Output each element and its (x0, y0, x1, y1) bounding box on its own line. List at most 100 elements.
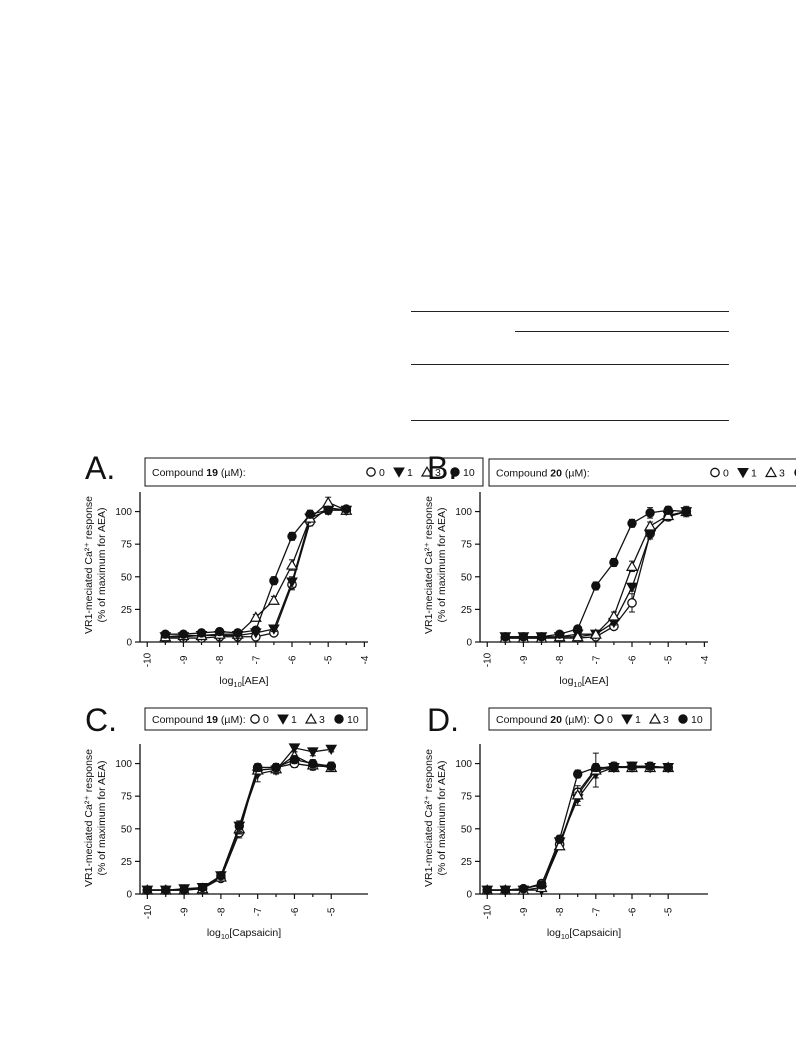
x-tick-label: -6 (628, 907, 639, 916)
data-point (197, 882, 208, 893)
data-point (252, 762, 263, 773)
series-line (505, 509, 687, 638)
y-axis-label-line1: VR1-meciated Ca²⁺ response (423, 749, 435, 887)
data-point (288, 743, 301, 754)
x-tick-label: -9 (179, 655, 190, 664)
data-point (271, 762, 281, 773)
table-rule-header (515, 331, 729, 333)
data-point (289, 754, 300, 765)
y-axis-label-line2: (% of maximum for AEA) (96, 761, 108, 876)
data-point (681, 506, 691, 517)
legend-entry-label: 0 (379, 467, 385, 479)
x-tick-label: -9 (180, 907, 191, 916)
data-point (285, 559, 299, 570)
y-tick-label: 75 (121, 540, 133, 551)
legend-entry-label: 1 (407, 467, 413, 479)
data-point (286, 577, 298, 588)
data-point (216, 871, 226, 881)
series-line (147, 747, 332, 891)
data-point (233, 628, 243, 638)
x-tick-label: -10 (483, 652, 494, 667)
series-line (505, 510, 687, 638)
data-point (609, 557, 619, 568)
data-point (269, 575, 279, 586)
data-point (663, 505, 673, 515)
y-tick-label: 75 (461, 540, 473, 551)
y-tick-label: 25 (461, 857, 473, 868)
x-tick-label: -9 (519, 907, 530, 916)
data-point (214, 626, 225, 637)
series-3 (499, 505, 693, 643)
x-tick-label: -8 (555, 655, 566, 664)
y-tick-label: 50 (461, 572, 473, 583)
data-point (554, 834, 565, 844)
data-point (249, 611, 262, 622)
legend-entry-label: 0 (607, 714, 613, 726)
data-point (626, 582, 638, 593)
data-point (607, 609, 620, 621)
data-point (645, 761, 655, 771)
y-axis-label-line2: (% of maximum for AEA) (436, 761, 448, 876)
series-0 (482, 761, 674, 895)
panel-label: A. (85, 450, 115, 486)
data-point (322, 496, 335, 508)
data-point (663, 762, 673, 773)
legend-entry-label: 10 (691, 714, 703, 726)
data-point (591, 581, 601, 591)
y-tick-label: 25 (121, 857, 133, 868)
y-tick-label: 100 (115, 507, 132, 518)
data-point (178, 629, 189, 639)
series-line (487, 765, 669, 891)
y-tick-label: 75 (121, 792, 133, 803)
y-tick-label: 100 (455, 759, 472, 770)
legend-entry-label: 0 (263, 714, 269, 726)
x-tick-label: -4 (360, 655, 371, 664)
series-10 (482, 761, 673, 895)
x-tick-label: -7 (591, 907, 602, 916)
y-tick-label: 0 (466, 638, 472, 649)
x-tick-label: -10 (143, 904, 154, 919)
legend-marker (594, 714, 604, 724)
y-tick-label: 0 (466, 890, 472, 901)
data-point (305, 509, 315, 519)
y-tick-label: 50 (121, 824, 133, 835)
table-rule-mid (411, 364, 729, 366)
legend-marker (710, 467, 720, 478)
legend-entry-label: 1 (291, 714, 297, 726)
x-axis-label: log10[Capsaicin] (547, 927, 621, 941)
data-point (609, 762, 619, 773)
legend-entry-label: 10 (347, 714, 359, 726)
data-point (341, 504, 351, 514)
y-tick-label: 100 (455, 507, 472, 518)
data-point (627, 518, 637, 529)
legend-title: Compound 20 (µM): (496, 714, 590, 726)
legend-marker (678, 714, 688, 724)
legend-entry-label: 1 (751, 468, 757, 480)
legend-marker (250, 714, 260, 724)
x-tick-label: -10 (483, 904, 494, 919)
data-point (268, 624, 280, 635)
data-point (589, 628, 602, 639)
series-10 (500, 505, 691, 642)
data-point (536, 880, 547, 890)
x-tick-label: -4 (700, 655, 711, 664)
data-point (500, 632, 511, 642)
data-point (161, 885, 171, 895)
legend-marker (764, 466, 778, 478)
data-point (326, 761, 336, 771)
data-point (196, 628, 207, 638)
series-line (487, 765, 669, 891)
x-tick-label: -5 (324, 655, 335, 664)
y-axis-label-line2: (% of maximum for AEA) (96, 508, 108, 623)
data-point (500, 885, 511, 895)
panel-label: C. (85, 702, 117, 738)
data-point (591, 762, 601, 773)
series-0 (500, 505, 692, 643)
series-line (487, 765, 669, 891)
y-tick-label: 0 (126, 890, 132, 901)
data-point (662, 509, 675, 521)
x-axis-label: log10[AEA] (559, 675, 608, 689)
